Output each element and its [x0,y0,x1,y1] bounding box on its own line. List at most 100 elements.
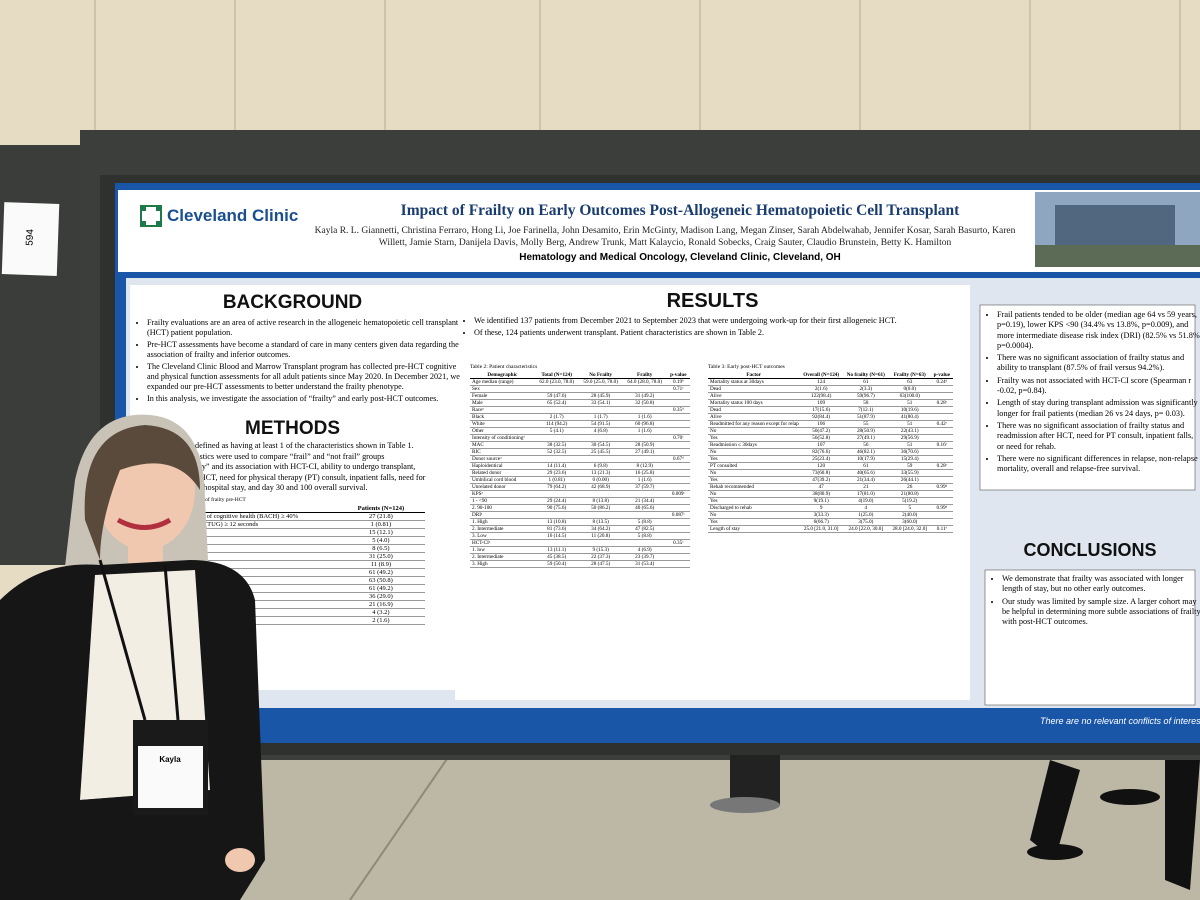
table-cell: Female [470,392,535,400]
table-cell [666,413,690,421]
table-cell: 5 (8.8) [622,518,667,526]
table-cell [622,490,667,498]
table-cell: 3(33.3) [799,511,843,519]
table-cell: 9 [799,504,843,512]
table: Factor Overall (N=124) No frailty (N=61) Fr… [708,372,953,533]
table-cell: 38(80.9) [799,490,843,498]
table-cell: 0.28ᶜ [930,462,953,470]
table-cell: d go (TUG) ≥ 12 seconds [190,520,337,529]
table-cell: Readmitted for any reason except for rel… [708,420,800,428]
table-cell: 0.087ᶜ [666,511,690,519]
table-cell [930,490,953,498]
table-row: ment of cognitive health (BACH) ≥ 40% 27 … [190,512,425,521]
table-cell: 51 [888,441,931,449]
table-cell [190,544,337,553]
table-row: Yes 6(66.7) 3(75.0) 3(60.0) [708,518,953,526]
table-cell: 1 (1.7) [578,413,623,421]
column-header: No Frailty [578,372,623,379]
table-cell: 31 (49.2) [622,392,667,400]
table-cell: Other [470,427,535,435]
table-row: 2 (1.6) [190,616,425,625]
table-cell [930,392,953,400]
table-cell: Donor sourceᵃ [470,455,535,463]
table-cell: 1 - <90 [470,497,535,505]
results-list: We identified 137 patients from December… [462,316,974,340]
table-cell: No [708,490,800,498]
table-cell: 1 (1.6) [622,427,667,435]
bullet: The Cleveland Clinic Blood and Marrow Tr… [147,362,462,392]
table-cell: 1 (1.6) [622,413,667,421]
table-row: No 3(33.3) 1(25.0) 2(40.0) [708,511,953,519]
table-cell [666,532,690,540]
table-cell: 11 (20.8) [578,532,623,540]
table-cell [190,560,337,569]
table-row: Dead 17(15.6) 7(12.1) 10(19.6) [708,406,953,414]
table-cell: 54 (91.5) [578,420,623,428]
footer-note: There are no relevant conflicts of inter… [1040,716,1200,726]
table-row: Readmitted for any reason except for rel… [708,420,953,428]
header-row: Patients (N=124) [190,505,425,513]
table-cell: Readmission ≤ 30days [708,441,800,449]
table-cell: 114 (94.2) [534,420,579,428]
table-cell: 24.0 [22.0, 30.0] [842,525,889,533]
table-cell [190,608,337,617]
table-row: 3. High 59 (50.4) 28 (47.5) 31 (53.4) [470,560,690,568]
table-cell: 13 (21.3) [578,469,623,477]
table-cell: 22 (37.3) [578,553,623,561]
table-cell [190,528,337,537]
table-row: 21 (16.9) [190,600,425,609]
table-cell [190,552,337,561]
table-cell [534,406,579,414]
table-cell [930,448,953,456]
table-cell: 73(60.8) [799,469,843,477]
table-row: 11 (8.9) [190,560,425,569]
methods-line: defined as having at least 1 of the char… [195,441,414,450]
bullet: Of these, 124 patients underwent transpl… [474,328,974,338]
table-cell [622,539,667,547]
bullet: Pre-HCT assessments have become a standa… [147,340,462,360]
table-3: Table 3: Early post-HCT outcomes Factor Ov… [708,364,953,533]
table-cell: 28.0 [24.0, 32.0] [888,525,931,533]
table-cell: 11 (8.9) [336,560,425,569]
table-cell: Sex [470,385,535,393]
table-cell [930,406,953,414]
table-cell: Yes [708,518,800,526]
table-cell [578,539,623,547]
table-cell: 5 [888,504,931,512]
table-cell [930,427,953,435]
table-cell: Length of stay [708,525,800,533]
table-row: 61 (49.2) [190,584,425,593]
section-heading: METHODS [245,418,340,439]
table-row: Female 59 (47.6) 28 (45.9) 31 (49.2) [470,392,690,400]
table-cell: 26(44.1) [888,476,931,484]
table-cell: 63 [888,378,931,386]
table-row: 2. 90-100 90 (75.6) 50 (86.2) 40 (65.6) [470,504,690,512]
table-row: Yes 25(23.4) 10(17.9) 15(29.4) [708,455,953,463]
table-cell: 0.42ᶜ [930,420,953,428]
authors: Kayla R. L. Giannetti, Christina Ferraro… [314,226,1016,248]
table-cell: 29 (24.4) [534,497,579,505]
table-cell: Yes [708,455,800,463]
table-cell: 63(100.0) [888,392,931,400]
table-cell: 10(17.9) [842,455,889,463]
table-cell: 0.19ᵇ [666,378,690,386]
table-row: 31 (25.0) [190,552,425,561]
table-row: 4 (3.2) [190,608,425,617]
table-cell [534,490,579,498]
table-cell: 21 (16.9) [336,600,425,609]
table-cell: 0.16ᶜ [930,441,953,449]
table-cell: 51 [888,399,931,407]
table-cell [930,511,953,519]
table-cell: 27 (21.8) [336,512,425,521]
table-cell [190,568,337,577]
table-cell: 23 (39.7) [622,553,667,561]
section-heading: CONCLUSIONS [1023,540,1157,560]
table-cell [930,434,953,442]
table-cell: 0.99ᵈ [930,504,953,512]
table-cell: ment of cognitive health (BACH) ≥ 40% [190,512,337,521]
table-cell [930,385,953,393]
table-cell [666,546,690,554]
table-cell [578,490,623,498]
table-row: DRIᵃ 0.087ᶜ [470,511,690,519]
